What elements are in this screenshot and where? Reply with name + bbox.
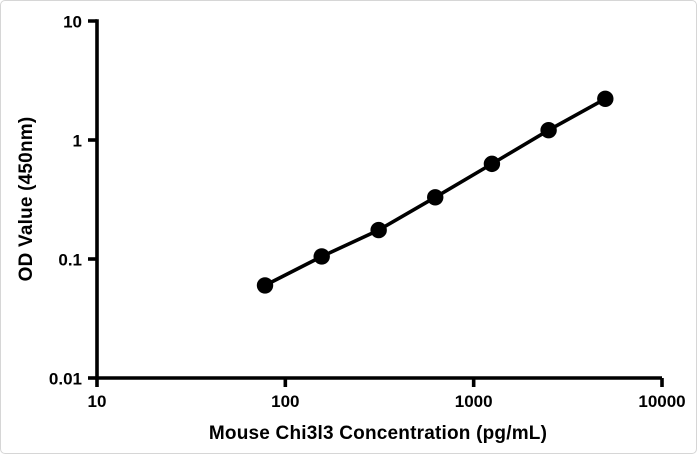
axis-spines	[95, 19, 662, 380]
y-axis-tick-label: 10	[63, 13, 82, 32]
x-axis-tick-label: 10	[88, 392, 107, 411]
y-axis-tick-label: 0.1	[58, 251, 82, 270]
data-point-marker	[256, 277, 274, 294]
y-axis-tick-label: 0.01	[49, 370, 82, 389]
data-point-marker	[313, 248, 330, 265]
y-axis-tick-label: 1	[73, 132, 82, 151]
y-axis-title: OD Value (450nm)	[16, 116, 37, 282]
data-point-marker	[427, 189, 444, 206]
data-point-marker	[483, 155, 501, 173]
x-axis-tick-label: 1000	[455, 392, 493, 411]
x-axis-tick-label: 10000	[638, 392, 685, 411]
data-point-marker	[540, 121, 557, 139]
x-axis-tick-label: 100	[271, 392, 299, 411]
data-point-marker	[370, 221, 387, 239]
data-point-marker	[597, 90, 614, 107]
x-axis-title: Mouse Chi3l3 Concentration (pg/mL)	[208, 423, 548, 444]
